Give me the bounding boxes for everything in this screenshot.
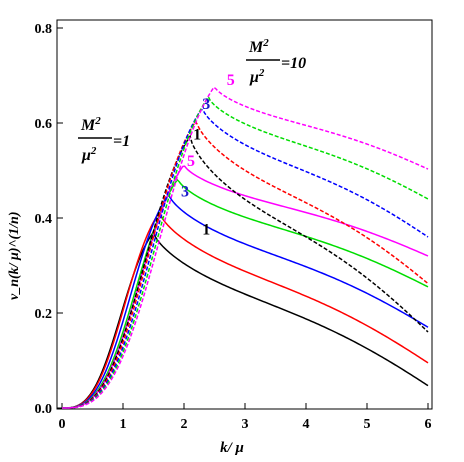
solid-series-line	[62, 211, 429, 409]
x-tick-label: 2	[181, 417, 188, 432]
annotation-2-eq: =10	[281, 55, 306, 72]
annotation-m2-1: M2 μ2 =1	[78, 115, 130, 164]
curve-label: 1	[193, 127, 201, 144]
curve-label: 1	[202, 222, 210, 239]
y-tick-label: 0.6	[35, 117, 53, 132]
y-tick-label: 0.8	[35, 22, 53, 37]
y-axis-label: v_n(k/ μ)^(1/n)	[7, 212, 22, 300]
dashed-series-line	[62, 95, 429, 409]
dashed-series-line	[62, 120, 429, 409]
curve-label: 5	[227, 72, 235, 89]
dashed-series-line	[62, 108, 429, 409]
curve-label: 3	[202, 96, 210, 113]
x-tick-label: 5	[364, 417, 371, 432]
annotation-1-den: μ2	[81, 145, 97, 164]
x-axis-label: k/ μ	[220, 440, 244, 456]
curve-label: 5	[187, 153, 195, 170]
dashed-series-line	[62, 134, 429, 409]
annotation-2-num: M2	[248, 37, 269, 56]
dashed-series-line	[62, 86, 429, 409]
x-tick-label: 0	[59, 417, 66, 432]
x-tick-label: 6	[425, 417, 432, 432]
y-tick-label: 0.4	[35, 212, 53, 227]
x-tick-label: 4	[303, 417, 310, 432]
ticks: 0 1 2 3 4 5 6 0.0 0.2 0.4 0.6 0.8	[35, 22, 432, 432]
annotation-1-eq: =1	[113, 133, 130, 150]
svg-text:v_n(k/ μ)^(1/n): v_n(k/ μ)^(1/n)	[7, 212, 22, 300]
annotation-1-num: M2	[80, 115, 101, 134]
x-tick-label: 1	[120, 417, 127, 432]
solid-series-line	[62, 193, 429, 409]
y-axis-label-text: v_n(k/ μ)^(1/n)	[7, 212, 22, 300]
annotation-2-den: μ2	[249, 67, 265, 86]
x-tick-label: 3	[242, 417, 249, 432]
annotation-m2-10: M2 μ2 =10	[246, 37, 306, 86]
series	[62, 86, 429, 409]
solid-series-line	[62, 230, 429, 409]
solid-series-line	[62, 178, 429, 409]
y-tick-label: 0.0	[35, 402, 53, 417]
curve-label: 3	[181, 184, 189, 201]
y-tick-label: 0.2	[35, 307, 53, 322]
